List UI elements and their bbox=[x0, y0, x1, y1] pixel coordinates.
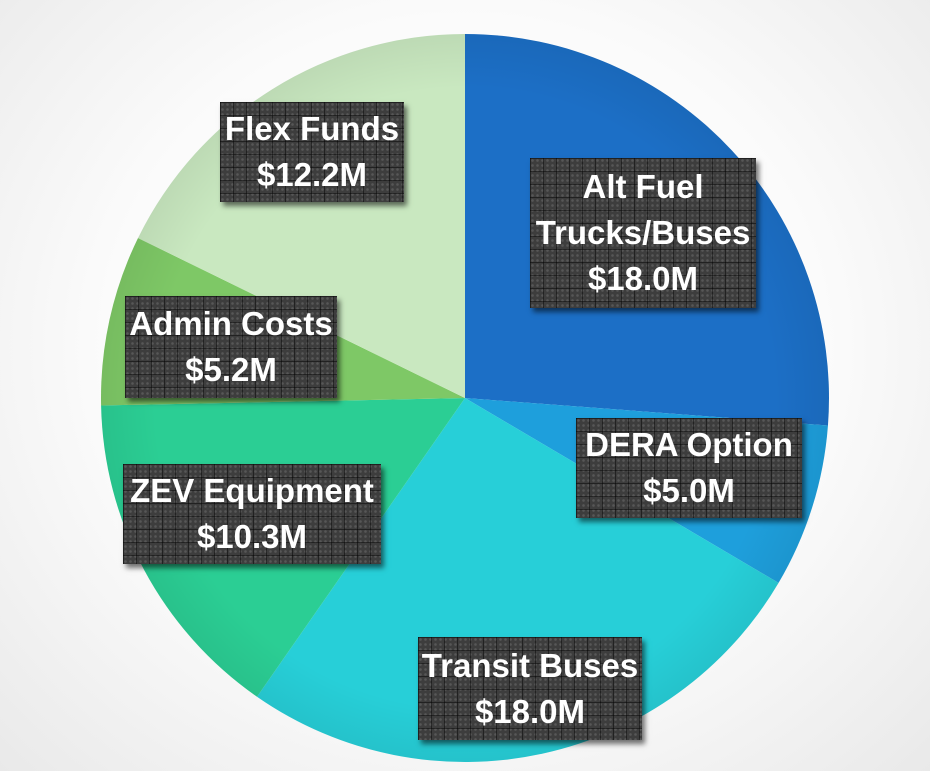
slice-label-line: DERA Option bbox=[585, 426, 793, 463]
slice-label-flex-funds: Flex Funds $12.2M bbox=[220, 102, 404, 202]
slice-label-line: Transit Buses bbox=[421, 646, 639, 684]
slice-label-line: Flex Funds bbox=[224, 110, 400, 147]
slice-value: $12.2M bbox=[256, 156, 368, 193]
slice-label-line: Trucks/Buses bbox=[535, 214, 751, 251]
slice-label-line: ZEV Equipment bbox=[130, 472, 374, 509]
slice-value: $5.2M bbox=[185, 351, 277, 388]
slice-label-dera-option: DERA Option $5.0M bbox=[576, 418, 802, 518]
slice-value: $10.3M bbox=[196, 518, 308, 555]
slice-label-line: Alt Fuel bbox=[582, 168, 704, 205]
slice-value: $18.0M bbox=[474, 692, 586, 730]
slice-label-admin-costs: Admin Costs $5.2M bbox=[125, 296, 337, 398]
slice-value: $18.0M bbox=[587, 260, 699, 297]
slice-label-alt-fuel: Alt Fuel Trucks/Buses $18.0M bbox=[530, 158, 756, 308]
slice-label-line: Admin Costs bbox=[129, 305, 333, 342]
slice-label-zev-equipment: ZEV Equipment $10.3M bbox=[123, 464, 381, 564]
slice-label-transit-buses: Transit Buses $18.0M bbox=[418, 637, 642, 740]
slice-value: $5.0M bbox=[643, 472, 735, 509]
